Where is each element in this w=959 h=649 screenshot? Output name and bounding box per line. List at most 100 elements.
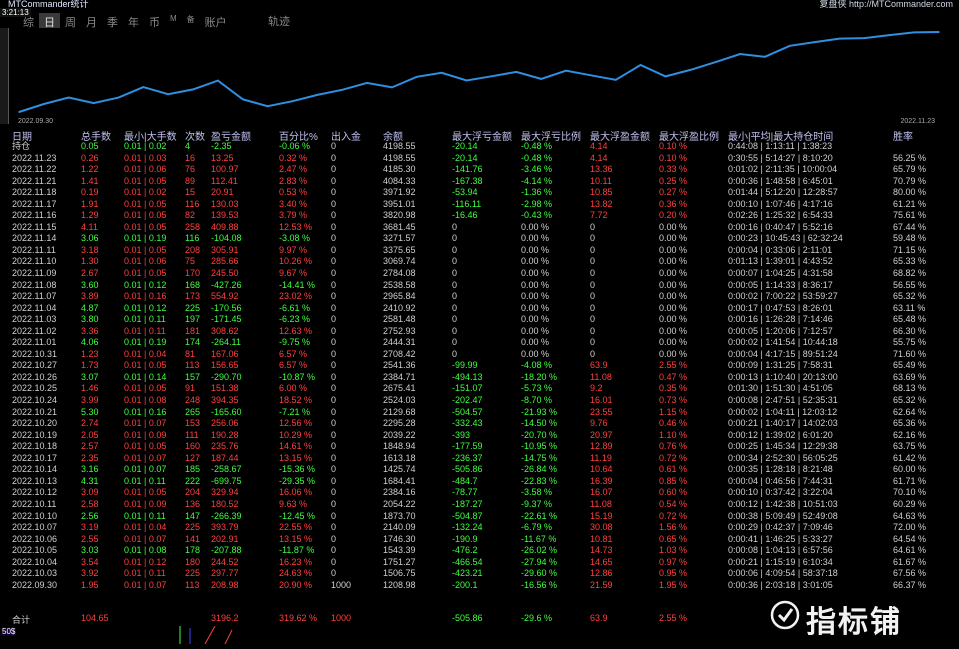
table-row[interactable]: 2022.10.27 1.73 0.01 | 0.05 113 156.65 6.57 %…	[0, 360, 959, 372]
table-row[interactable]: 2022.11.15 4.11 0.01 | 0.05 258 409.88 12.53 …	[0, 222, 959, 234]
equity-point	[689, 69, 692, 71]
cell-mflp: -1.36 %	[521, 187, 553, 198]
cell-mfl: 0	[452, 314, 458, 325]
table-row[interactable]: 2022.11.04 4.87 0.01 | 0.12 225 -170.56 -6.61…	[0, 303, 959, 315]
table-row[interactable]: 2022.10.11 2.58 0.01 | 0.09 136 180.52 9.63 %…	[0, 499, 959, 511]
header-pct[interactable]: 百分比%	[279, 132, 318, 143]
table-row[interactable]: 2022.11.16 1.29 0.01 | 0.05 82 139.53 3.79 % 0…	[0, 210, 959, 222]
cell-date: 2022.09.30	[12, 579, 58, 590]
table-row[interactable]: 2022.10.06 2.55 0.01 | 0.07 141 202.91 13.15 …	[0, 534, 959, 546]
table-row[interactable]: 2022.10.21 5.30 0.01 | 0.16 265 -165.60 -7.21…	[0, 407, 959, 419]
equity-point	[714, 61, 717, 64]
table-row[interactable]: 2022.11.03 3.80 0.01 | 0.11 197 -171.45 -6.23…	[0, 314, 959, 326]
table-row[interactable]: 2022.11.09 2.67 0.01 | 0.05 170 245.50 9.67 %…	[0, 268, 959, 280]
cell-pct: -15.36 %	[279, 464, 316, 475]
table-row[interactable]: 2022.11.14 3.06 0.01 | 0.19 116 -104.08 -3.08…	[0, 233, 959, 245]
cell-date: 2022.11.01	[12, 337, 57, 348]
cell-bal: 1543.39	[383, 545, 416, 556]
track-tab[interactable]: 轨迹	[268, 16, 290, 28]
table-row[interactable]: 2022.10.05 3.03 0.01 | 0.08 178 -207.88 -11.8…	[0, 545, 959, 557]
cell-trades: 81	[185, 348, 196, 359]
cell-mfpp: 0.85 %	[659, 475, 688, 486]
period-tab[interactable]: 日	[39, 13, 60, 31]
table-row[interactable]: 2022.10.12 3.09 0.01 | 0.05 204 329.94 16.06 …	[0, 487, 959, 499]
cell-mfp: 14.65	[590, 556, 613, 567]
period-tab[interactable]: 账户	[204, 17, 227, 29]
cell-win: 68.13 %	[893, 383, 927, 394]
period-tab[interactable]: 综	[23, 17, 34, 29]
period-tab[interactable]: 备	[186, 15, 195, 24]
cell-hold: 0:00:10 | 1:07:46 | 4:17:16	[728, 198, 833, 209]
table-row[interactable]: 2022.11.23 0.26 0.01 | 0.03 16 13.25 0.32 % 0 4…	[0, 153, 959, 165]
header-hold[interactable]: 最小|平均|最大持仓时间	[728, 132, 834, 143]
header-mfpp[interactable]: 最大浮盈比例	[659, 132, 719, 143]
cell-pnl: 13.25	[211, 152, 234, 163]
table-row[interactable]: 2022.10.25 1.46 0.01 | 0.05 91 151.38 6.00 % 0…	[0, 383, 959, 395]
period-tab[interactable]: M	[170, 14, 177, 23]
equity-point	[938, 31, 940, 33]
table-row[interactable]: 2022.10.04 3.54 0.01 | 0.12 180 244.52 16.23 …	[0, 557, 959, 569]
table-row[interactable]: 2022.11.17 1.91 0.01 | 0.05 116 130.03 3.40 %…	[0, 199, 959, 211]
table-row[interactable]: 2022.11.07 3.89 0.01 | 0.16 173 554.92 23.02 …	[0, 291, 959, 303]
total-pnl: 3196.2	[211, 613, 239, 623]
header-bal[interactable]: 余额	[383, 132, 403, 143]
window-right-text: 复盘侠 http://MTCommander.com	[819, 0, 953, 9]
total-mfl: -505.86	[452, 613, 483, 623]
table-row[interactable]: 2022.10.20 2.74 0.01 | 0.07 153 256.06 12.56 …	[0, 418, 959, 430]
table-row[interactable]: 2022.11.01 4.06 0.01 | 0.19 174 -264.11 -9.75…	[0, 337, 959, 349]
table-row[interactable]: 2022.11.11 3.18 0.01 | 0.05 208 305.91 9.97 %…	[0, 245, 959, 257]
table-row[interactable]: 2022.11.10 1.30 0.01 | 0.06 75 285.66 10.26 %…	[0, 256, 959, 268]
period-tab[interactable]: 年	[128, 17, 139, 29]
cell-mflp: -10.95 %	[521, 441, 558, 452]
table-row[interactable]: 2022.11.21 1.41 0.01 | 0.05 89 112.41 2.83 % 0…	[0, 176, 959, 188]
cell-dep: 0	[331, 510, 337, 521]
header-lots[interactable]: 总手数	[81, 132, 111, 143]
table-row[interactable]: 2022.11.18 0.19 0.01 | 0.02 15 20.91 0.53 % 0 3…	[0, 187, 959, 199]
cell-hold: 0:01:13 | 1:39:01 | 4:43:52	[728, 256, 833, 267]
header-date[interactable]: 日期	[12, 132, 32, 143]
table-row[interactable]: 2022.10.24 3.99 0.01 | 0.08 248 394.35 18.52 …	[0, 395, 959, 407]
table-row[interactable]: 2022.11.08 3.60 0.01 | 0.12 168 -427.26 -14.4…	[0, 280, 959, 292]
header-win[interactable]: 胜率	[893, 132, 913, 143]
cell-mfpp: 2.55 %	[659, 360, 688, 371]
header-trades[interactable]: 次数	[185, 132, 205, 143]
table-row[interactable]: 2022.11.22 1.22 0.01 | 0.06 76 100.97 2.47 % 0…	[0, 164, 959, 176]
cell-mfpp: 0.20 %	[659, 210, 688, 221]
table-row[interactable]: 持仓 0.05 0.01 | 0.02 4 -2.35 -0.06 % 0 4198.55 -2…	[0, 141, 959, 153]
header-mfp[interactable]: 最大浮盈金额	[590, 132, 650, 143]
table-row[interactable]: 2022.10.31 1.23 0.01 | 0.04 81 167.06 6.57 % 0…	[0, 349, 959, 361]
table-row[interactable]: 2022.10.17 2.35 0.01 | 0.07 127 187.44 13.15 …	[0, 453, 959, 465]
cell-trades: 168	[185, 279, 201, 290]
table-row[interactable]: 2022.10.18 2.57 0.01 | 0.05 160 235.76 14.61 …	[0, 441, 959, 453]
period-tab[interactable]: 季	[107, 17, 118, 29]
equity-point	[565, 69, 567, 72]
table-row[interactable]: 2022.10.03 3.92 0.01 | 0.11 225 297.77 24.63 …	[0, 568, 959, 580]
table-row[interactable]: 2022.11.02 3.36 0.01 | 0.11 181 308.62 12.63 …	[0, 326, 959, 338]
period-tab[interactable]: 月	[86, 17, 97, 29]
period-tab[interactable]: 币	[149, 17, 160, 29]
cell-mfl: -332.43	[452, 418, 483, 429]
cell-win: 65.49 %	[893, 360, 927, 371]
header-dep[interactable]: 出入金	[331, 132, 361, 143]
table-row[interactable]: 2022.09.30 1.95 0.01 | 0.07 113 208.98 20.90 …	[0, 580, 959, 592]
table-row[interactable]: 2022.10.13 4.31 0.01 | 0.11 222 -699.75 -29.3…	[0, 476, 959, 488]
table-row[interactable]: 2022.10.07 3.19 0.01 | 0.04 225 393.79 22.55 …	[0, 522, 959, 534]
cell-lots: 0.05	[81, 141, 99, 151]
table-row[interactable]: 2022.10.26 3.07 0.01 | 0.14 157 -290.70 -10.8…	[0, 372, 959, 384]
cell-hold: 0:01:30 | 1:51:30 | 4:51:05	[728, 383, 833, 394]
cell-hold: 0:00:09 | 1:31:25 | 7:58:31	[728, 360, 833, 371]
header-pnl[interactable]: 盈亏金额	[211, 132, 251, 143]
cell-date: 2022.10.25	[12, 383, 58, 394]
cell-hold: 0:00:29 | 0:42:37 | 7:09:46	[728, 522, 833, 533]
header-minmax[interactable]: 最小|大手数	[124, 132, 177, 143]
cell-hold: 0:00:17 | 0:47:53 | 8:26:01	[728, 302, 833, 313]
period-tab[interactable]: 周	[65, 17, 76, 29]
cell-pct: 6.57 %	[279, 348, 308, 359]
table-row[interactable]: 2022.10.10 2.56 0.01 | 0.11 147 -266.39 -12.4…	[0, 511, 959, 523]
header-mflp[interactable]: 最大浮亏比例	[521, 132, 581, 143]
table-row[interactable]: 2022.10.14 3.16 0.01 | 0.07 185 -258.67 -15.3…	[0, 464, 959, 476]
header-mfl[interactable]: 最大浮亏金额	[452, 132, 512, 143]
cell-mfp: 0	[590, 325, 596, 336]
equity-point	[590, 74, 592, 77]
table-row[interactable]: 2022.10.19 2.05 0.01 | 0.09 111 190.28 10.29 …	[0, 430, 959, 442]
